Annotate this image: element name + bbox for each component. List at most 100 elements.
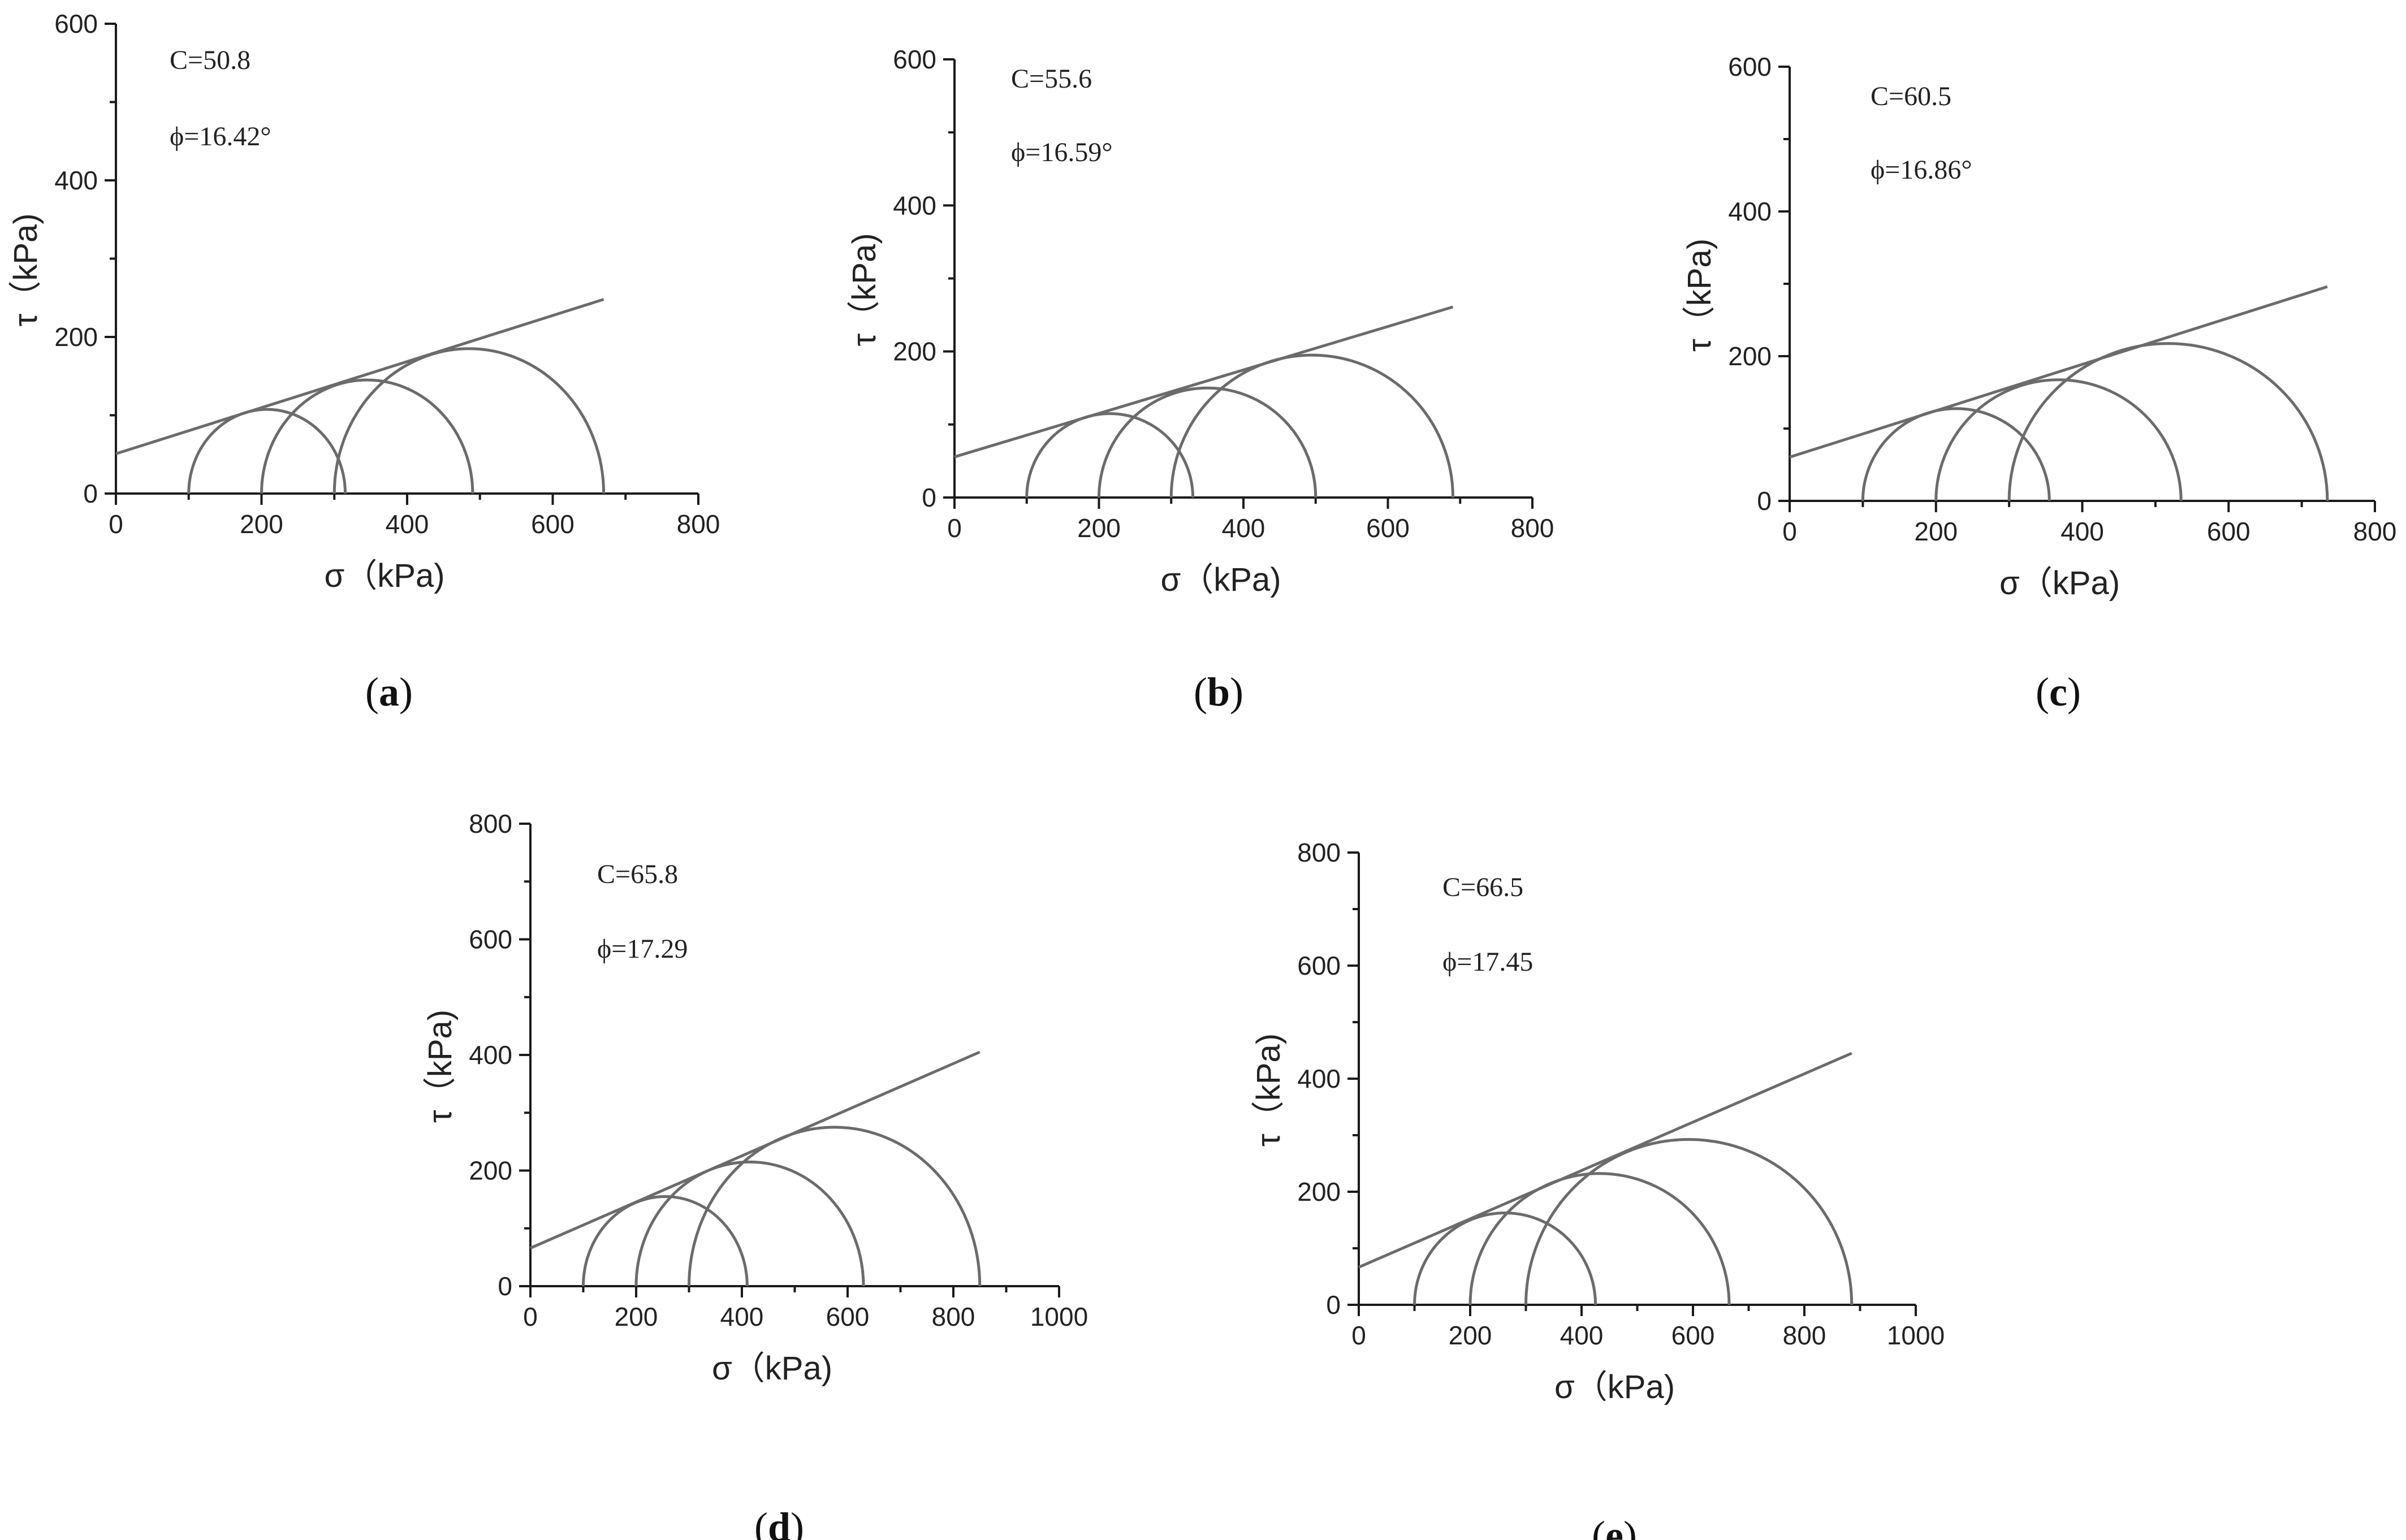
mohr-circle-2: [260, 379, 474, 494]
y-tick-label: 200: [1297, 1177, 1341, 1206]
y-tick-label: 0: [1326, 1290, 1341, 1320]
x-tick-label: 800: [677, 509, 720, 539]
chart-panel-e: 0 200 400 600 800 1000 0 200 400 600 800 σ（kPa) τ（kP…: [1250, 838, 1945, 1540]
y-tick-label: 200: [893, 337, 936, 366]
friction-angle-annotation: ϕ=17.45: [1442, 947, 1533, 977]
x-tick-label: 800: [1511, 513, 1554, 543]
strength-envelope-line: [115, 298, 604, 456]
chart-panel-c: 0 200 400 600 800 0 200 400 600 σ（kPa) τ（kPa) C=60.…: [1681, 52, 2396, 715]
y-tick-label: 0: [498, 1271, 512, 1301]
y-tick-label: 400: [1297, 1064, 1341, 1093]
x-tick-label: 400: [386, 509, 429, 539]
friction-angle-annotation: ϕ=16.59°: [1011, 137, 1113, 167]
x-tick-label: 0: [1782, 517, 1797, 546]
y-tick-label: 400: [1728, 197, 1772, 226]
cohesion-annotation: C=60.5: [1871, 81, 1951, 111]
friction-angle-annotation: ϕ=16.86°: [1871, 155, 1972, 185]
panel-label: (e): [1592, 1513, 1637, 1540]
mohr-circle-1: [1863, 409, 2049, 501]
panel-label: (b): [1194, 669, 1243, 715]
panel-label: (c): [2036, 669, 2081, 715]
mohr-circle-1: [1413, 1212, 1597, 1305]
y-tick-label: 400: [469, 1040, 512, 1070]
y-axis-title: τ（kPa): [1250, 1033, 1287, 1147]
y-tick-label: 800: [469, 809, 512, 838]
strength-envelope-line: [530, 1050, 980, 1250]
mohr-circle-1: [1025, 412, 1195, 498]
strength-envelope-line: [1358, 1052, 1852, 1269]
x-tick-label: 0: [947, 513, 962, 543]
strength-envelope-line: [954, 305, 1454, 458]
x-tick-label: 0: [109, 509, 123, 539]
x-tick-label: 400: [720, 1302, 764, 1331]
mohr-circle-3: [688, 1126, 982, 1287]
x-axis-title: σ（kPa): [1160, 561, 1281, 598]
x-axis-title: σ（kPa): [324, 557, 444, 594]
y-tick-label: 600: [893, 45, 936, 74]
y-axis-title: τ（kPa): [846, 233, 883, 346]
mohr-circle-3: [2007, 342, 2329, 501]
chart-panel-b: 0 200 400 600 800 0 200 400 600 σ（kPa) τ（kPa) C=55.…: [846, 45, 1554, 715]
strength-envelope-line: [1789, 285, 2328, 458]
x-tick-label: 1000: [1887, 1321, 1945, 1350]
mohr-circle-1: [187, 408, 347, 494]
x-tick-label: 400: [1222, 513, 1265, 543]
x-tick-label: 0: [1351, 1321, 1366, 1350]
cohesion-annotation: C=65.8: [597, 859, 678, 889]
y-axis-title: τ（kPa): [1681, 239, 1718, 352]
x-tick-label: 800: [1783, 1321, 1826, 1350]
panel-label: (d): [754, 1504, 804, 1540]
x-tick-label: 200: [615, 1302, 658, 1331]
y-tick-label: 600: [469, 925, 512, 954]
friction-angle-annotation: ϕ=16.42°: [170, 122, 271, 152]
chart-panel-a: 0 200 400 600 800 0 200 400 600 σ（kPa) τ（kPa) C=50.…: [7, 9, 720, 715]
y-tick-label: 800: [1297, 838, 1341, 867]
x-axis-title: σ（kPa): [712, 1350, 832, 1387]
y-axis-title: τ（kPa): [422, 1010, 459, 1123]
x-tick-label: 200: [1077, 513, 1121, 543]
mohr-circle-2: [634, 1160, 865, 1287]
mohr-circle-3: [332, 347, 606, 494]
chart-panel-d: 0 200 400 600 800 1000 0 200 400 600 800 σ（kPa) τ（kP…: [422, 809, 1088, 1540]
cohesion-annotation: C=66.5: [1442, 872, 1523, 902]
y-tick-label: 600: [1728, 52, 1772, 81]
cohesion-annotation: C=50.8: [170, 45, 250, 75]
mohr-circle-1: [582, 1195, 749, 1287]
mohr-circle-2: [1934, 378, 2183, 501]
x-tick-label: 600: [1671, 1321, 1715, 1350]
cohesion-annotation: C=55.6: [1011, 64, 1092, 94]
x-tick-label: 600: [531, 509, 574, 539]
panel-label: (a): [365, 669, 413, 715]
x-tick-label: 400: [1560, 1321, 1604, 1350]
x-tick-label: 800: [2353, 517, 2397, 546]
x-tick-label: 600: [2207, 517, 2251, 546]
y-tick-label: 600: [1297, 951, 1341, 980]
y-tick-label: 0: [83, 479, 98, 508]
friction-angle-annotation: ϕ=17.29: [597, 934, 688, 964]
x-tick-label: 200: [1449, 1321, 1492, 1350]
mohr-circle-3: [1169, 353, 1454, 498]
x-tick-label: 800: [932, 1302, 975, 1331]
x-tick-label: 200: [240, 509, 283, 539]
x-tick-label: 1000: [1030, 1302, 1088, 1331]
y-tick-label: 400: [893, 191, 936, 220]
x-tick-label: 0: [523, 1302, 538, 1331]
mohr-circle-3: [1524, 1138, 1854, 1305]
x-axis-title: σ（kPa): [1554, 1369, 1675, 1405]
y-tick-label: 600: [54, 9, 98, 38]
y-tick-label: 400: [54, 166, 98, 195]
x-tick-label: 400: [2061, 517, 2104, 546]
x-axis-title: σ（kPa): [1999, 565, 2120, 602]
y-axis-title: τ（kPa): [7, 213, 44, 326]
y-tick-label: 0: [922, 483, 936, 512]
x-tick-label: 600: [1366, 513, 1410, 543]
y-tick-label: 200: [469, 1156, 512, 1186]
y-tick-label: 0: [1757, 486, 1772, 516]
y-tick-label: 200: [1728, 341, 1772, 371]
x-tick-label: 600: [826, 1302, 870, 1331]
y-tick-label: 200: [54, 322, 98, 352]
x-tick-label: 200: [1914, 517, 1958, 546]
mohr-circle-2: [1468, 1172, 1731, 1305]
mohr-circle-2: [1098, 386, 1318, 498]
